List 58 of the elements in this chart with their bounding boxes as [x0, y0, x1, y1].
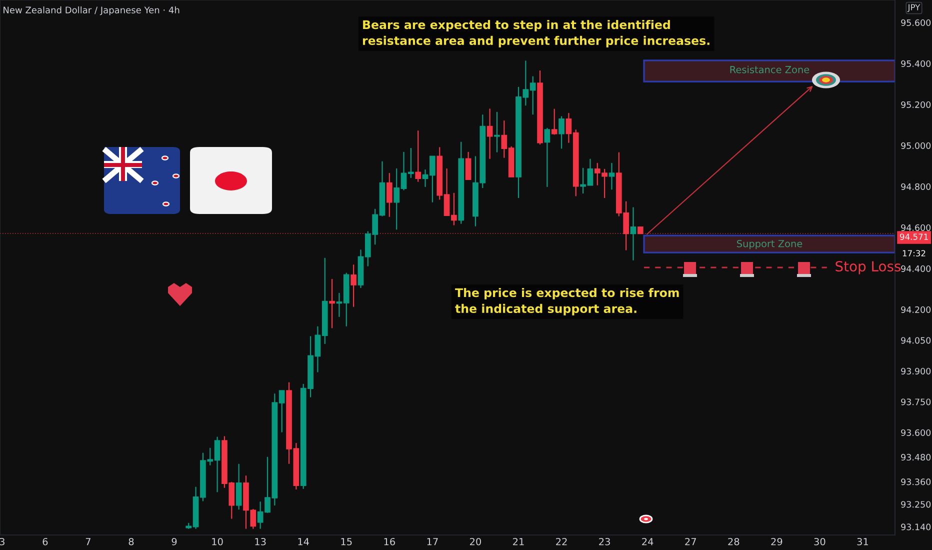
candlestick [551, 108, 558, 136]
x-tick-label: 13 [255, 538, 266, 546]
y-tick-label: 94.400 [901, 265, 931, 272]
x-tick-label: 6 [42, 538, 48, 546]
x-tick-label: 14 [298, 538, 309, 546]
candlestick [465, 151, 472, 180]
y-tick-label: 93.750 [901, 398, 931, 406]
x-tick-label: 30 [814, 538, 826, 546]
candlestick [350, 264, 356, 308]
candlestick [415, 130, 422, 182]
x-tick-label: 23 [599, 538, 610, 546]
band-label: Support Zone [737, 240, 802, 250]
y-tick-label: 93.360 [901, 478, 931, 486]
x-tick-label: 9 [172, 538, 177, 546]
x-tick-label: 8 [128, 538, 134, 546]
y-tick-label: 93.480 [901, 454, 931, 461]
x-tick-label: 24 [642, 538, 654, 546]
x-tick-label: 29 [771, 538, 782, 546]
candlestick [236, 463, 242, 510]
band-label: Resistance Zone [730, 66, 810, 74]
y-tick-label: 94.200 [901, 306, 931, 313]
y-tick-label: 94.800 [901, 183, 931, 190]
candlestick [630, 206, 636, 261]
text: JPY [907, 4, 920, 12]
y-tick-label: 93.900 [901, 368, 931, 374]
x-tick-label: 15 [341, 538, 352, 546]
y-tick-label: 95.400 [901, 60, 931, 67]
y-tick-label: 93.250 [901, 501, 931, 508]
ref-line-label: Stop Loss [836, 261, 901, 274]
y-tick-label: 94.050 [901, 337, 931, 344]
y-tick-label: 95.200 [901, 101, 931, 108]
x-tick-label: 28 [728, 538, 740, 546]
y-tick-label: 93.140 [901, 524, 931, 530]
ref-line-label: 94.571 [900, 234, 928, 240]
x-tick-label: 31 [857, 538, 868, 546]
x-tick-label: 7 [86, 538, 90, 546]
candlestick [544, 127, 550, 188]
candlestick [608, 162, 615, 190]
y-tick-label: 95.000 [901, 142, 931, 149]
x-tick-label: 27 [685, 538, 696, 546]
candlestick [558, 116, 564, 150]
candlestick [386, 172, 392, 218]
x-tick-label: 3 [0, 538, 4, 546]
x-tick-label: 21 [513, 538, 524, 546]
annotation: The price is expected to rise from the indicated support area. [455, 288, 679, 316]
candlestick [329, 278, 335, 329]
y-tick-label: 95.600 [901, 19, 931, 26]
x-tick-label: 22 [556, 538, 567, 546]
x-tick-label: 20 [470, 538, 482, 546]
text: 17:32 [902, 250, 926, 256]
annotation: Bears are expected to step in at the identified resistance area and prevent further price increases. [362, 20, 710, 48]
y-tick-label: 93.600 [901, 429, 931, 436]
x-tick-label: 16 [384, 538, 395, 546]
x-tick-label: 17 [427, 538, 438, 546]
y-tick-label: 94.600 [901, 224, 931, 231]
text: New Zealand Dollar / Japanese Yen · 4h [4, 6, 180, 16]
x-tick-label: 10 [212, 538, 223, 546]
candlestick [486, 108, 493, 160]
